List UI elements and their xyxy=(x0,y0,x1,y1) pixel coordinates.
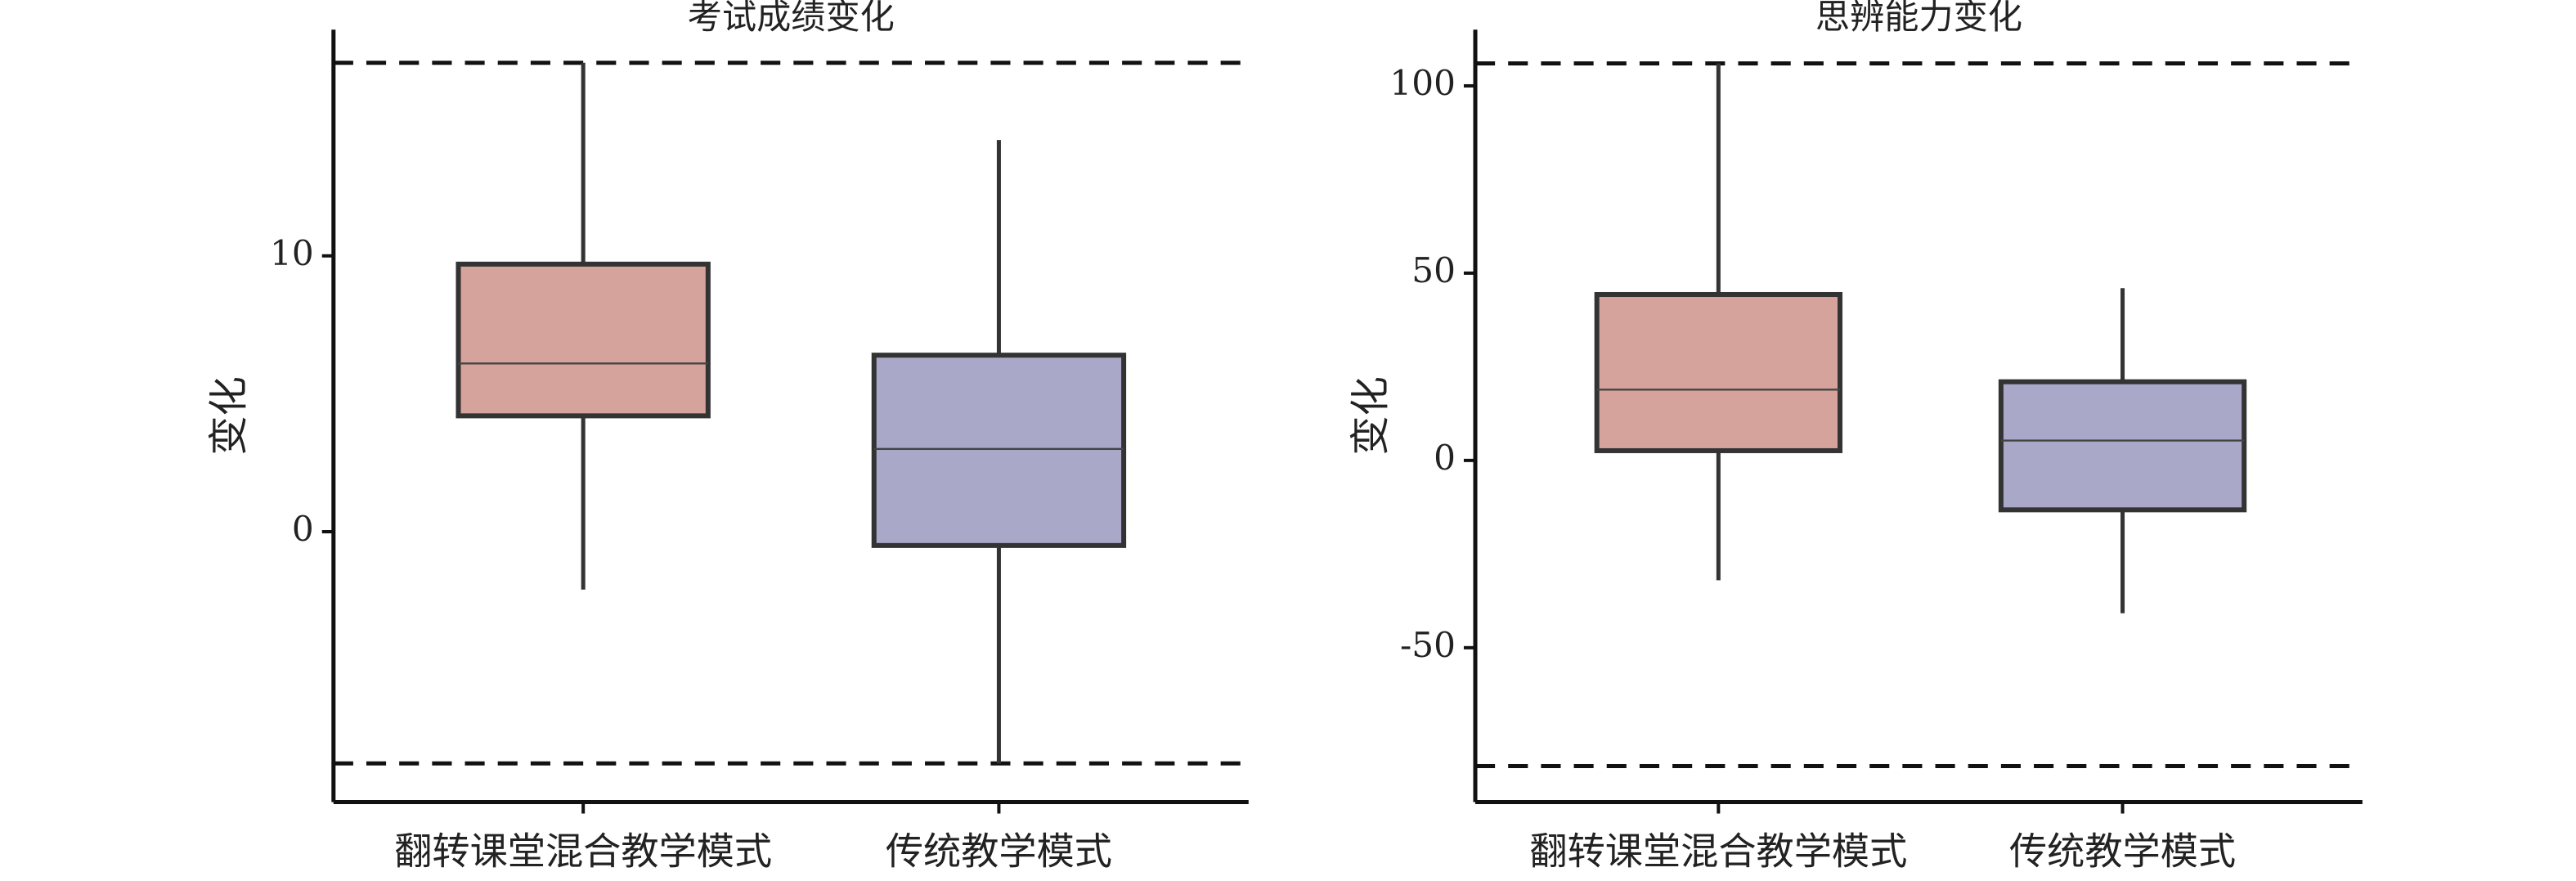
y-axis-label: 变化 xyxy=(1348,376,1393,455)
y-axis-label: 变化 xyxy=(206,376,252,455)
chart-title: 考试成绩变化 xyxy=(688,0,895,37)
box xyxy=(871,353,1127,548)
y-tick-label: 0 xyxy=(292,509,314,549)
x-tick-label: 传统教学模式 xyxy=(886,829,1112,874)
x-tick-label: 翻转课堂混合教学模式 xyxy=(1529,829,1907,874)
y-tick-label: -50 xyxy=(1400,625,1456,665)
y-tick-label: 0 xyxy=(1434,438,1456,478)
x-tick-label: 翻转课堂混合教学模式 xyxy=(394,829,772,874)
y-tick-label: 10 xyxy=(270,233,314,273)
x-tick-label: 传统教学模式 xyxy=(2009,829,2236,874)
box xyxy=(1998,379,2247,513)
box xyxy=(1594,291,1843,453)
box xyxy=(456,261,711,419)
chart-title: 思辨能力变化 xyxy=(1815,0,2022,37)
y-tick-label: 50 xyxy=(1411,250,1456,290)
y-tick-label: 100 xyxy=(1389,63,1456,103)
